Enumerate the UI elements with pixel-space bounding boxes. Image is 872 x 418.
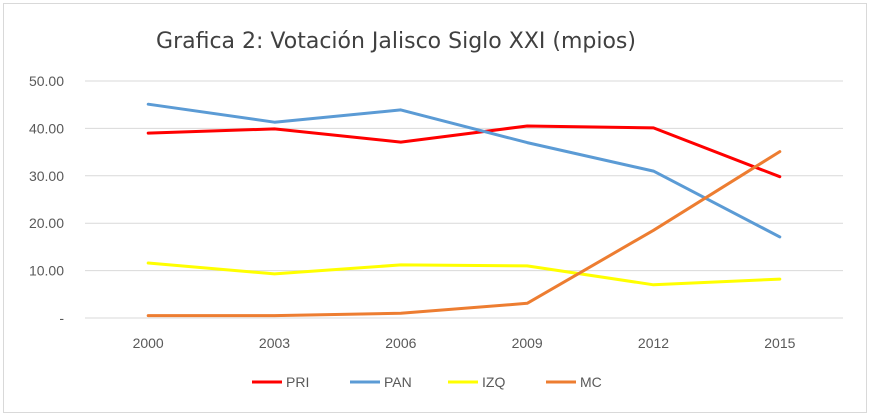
y-tick-label: 20.00 xyxy=(29,215,64,231)
legend-label-izq: IZQ xyxy=(482,374,505,390)
series-line-mc xyxy=(146,150,782,318)
chart-title: Grafica 2: Votación Jalisco Siglo XXI (m… xyxy=(156,29,636,54)
x-axis-tick-labels: 2000 2003 2006 2009 2012 2015 xyxy=(133,335,796,351)
x-tick-label: 2000 xyxy=(133,335,164,351)
series-line-izq xyxy=(146,261,782,287)
x-tick-label: 2003 xyxy=(259,335,290,351)
y-tick-label: - xyxy=(59,310,64,326)
y-axis-tick-labels: - 10.00 20.00 30.00 40.00 50.00 xyxy=(29,73,64,326)
legend-label-pri: PRI xyxy=(286,374,309,390)
y-tick-label: 30.00 xyxy=(29,168,64,184)
x-tick-label: 2009 xyxy=(512,335,543,351)
y-tick-label: 10.00 xyxy=(29,263,64,279)
y-tick-label: 50.00 xyxy=(29,73,64,89)
gridlines xyxy=(85,80,843,319)
series-lines xyxy=(146,102,782,318)
x-tick-label: 2012 xyxy=(638,335,669,351)
legend-label-mc: MC xyxy=(580,374,602,390)
legend-label-pan: PAN xyxy=(384,374,412,390)
x-tick-label: 2015 xyxy=(764,335,795,351)
y-tick-label: 40.00 xyxy=(29,120,64,136)
series-line-pri xyxy=(146,124,782,179)
x-tick-label: 2006 xyxy=(385,335,416,351)
series-line-pan xyxy=(146,102,782,239)
legend: PRI PAN IZQ MC xyxy=(252,374,602,390)
